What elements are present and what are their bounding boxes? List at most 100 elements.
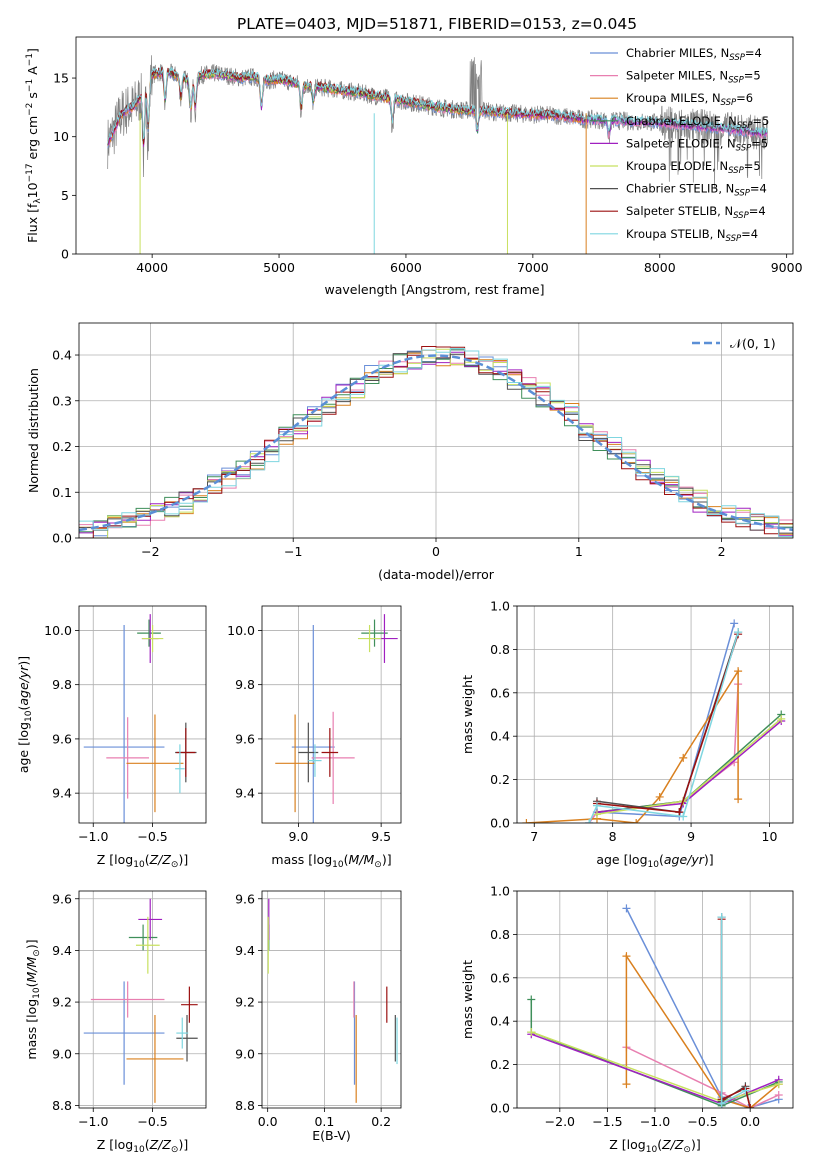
legend-label: Kroupa STELIB, NSSP=4 (626, 227, 758, 244)
errorbar-point (181, 986, 198, 1023)
x-tick-label: −2 (141, 544, 159, 559)
errorbar-point (361, 619, 388, 647)
model-spectrum-salpeter-stelib (107, 66, 587, 145)
y-tick-label: 0.0 (490, 1101, 510, 1116)
axes-frame (516, 605, 794, 824)
errorbar-point (106, 717, 150, 799)
y-axis-label: mass weight (460, 675, 475, 754)
axes-frame (78, 322, 794, 539)
x-axis-label: Z [log10(Z/Z⊙)] (97, 852, 188, 870)
y-axis-label: mass [log10(M/M⊙)] (24, 939, 42, 1059)
legend-subscript: SSP (737, 121, 753, 131)
label-part: 10 (133, 1145, 145, 1155)
x-axis-label: Z [log10(Z/Z⊙)] (609, 1137, 700, 1155)
weight-marker (730, 619, 739, 628)
y-axis-label: age [log10(age/yr)] (16, 656, 34, 773)
axes-frame (516, 890, 794, 1109)
weight-marker (622, 904, 631, 913)
legend-subscript: SSP (721, 98, 737, 108)
label-part: ( (24, 982, 39, 987)
errorbar-point (135, 916, 160, 974)
label-part: )] (382, 852, 392, 867)
weight-marker (744, 1104, 753, 1108)
weight-line-kroupa-stelib (720, 917, 746, 1105)
legend-entry: Salpeter STELIB, NSSP=4 (590, 204, 766, 221)
legend-nssp: =4 (749, 204, 766, 218)
plot-content (79, 346, 793, 538)
legend-label: Kroupa MILES, NSSP=6 (626, 91, 753, 108)
label-part: ( (344, 852, 349, 867)
y-tick-label: 10.0 (44, 623, 72, 638)
y-tick-label: 9.2 (52, 995, 72, 1010)
y-tick-label: 8.8 (235, 1098, 255, 1113)
label-part: s (25, 92, 40, 103)
plot-content (522, 619, 786, 823)
axes-frame (75, 36, 794, 255)
label-part: M/M (349, 852, 375, 867)
plot-content (107, 55, 768, 254)
y-tick-label: 0.4 (490, 729, 510, 744)
x-tick-label: 0.2 (371, 1114, 391, 1129)
x-axis-label: (data-model)/error (378, 567, 495, 582)
y-tick-label: 9.6 (52, 891, 72, 906)
legend-label: Chabrier MILES, NSSP=4 (626, 46, 762, 63)
weight-line-salpeter-stelib (720, 919, 751, 1108)
y-tick-label: 0.3 (52, 393, 72, 408)
label-part: mass [log (24, 999, 39, 1060)
y-tick-label: 1.0 (490, 884, 510, 899)
legend-nssp: =5 (744, 69, 761, 83)
label-part: 10 (133, 860, 145, 870)
x-axis-label: mass [log10(M/M⊙)] (271, 852, 391, 870)
x-tick-label: 7000 (517, 260, 549, 275)
y-tick-label: 0.0 (490, 816, 510, 831)
x-tick-label: 0.0 (740, 1114, 760, 1129)
label-part: erg cm (25, 116, 40, 164)
x-tick-label: −1.0 (78, 829, 108, 844)
y-tick-label: 9.4 (235, 786, 255, 801)
x-tick-label: 9.0 (288, 829, 308, 844)
label-part: 10 (24, 710, 34, 722)
model-spectrum-kroupa-stelib (107, 66, 768, 144)
y-axis-label: mass weight (460, 960, 475, 1039)
label-part: )] (178, 1137, 188, 1152)
legend-entry: Kroupa STELIB, NSSP=4 (590, 227, 758, 244)
legend-model-name: Kroupa MILES, N (626, 91, 721, 105)
errorbar-point (321, 728, 339, 777)
legend-model-name: Salpeter STELIB, N (626, 204, 733, 218)
label-part: age/yr (664, 852, 705, 867)
panel-mass-weight-vs-Z: −2.0 −1.5 −1.0 −0.5 0.0 0.0 0.2 0.4 0.6 0.8 1.0 Z [… (460, 884, 794, 1155)
legend-model-name: Salpeter ELODIE, N (626, 136, 736, 150)
axes-frame (78, 605, 207, 824)
legend-nssp: =5 (751, 136, 768, 150)
x-axis-label: E(B-V) (312, 1128, 351, 1143)
y-tick-label: 8.8 (52, 1098, 72, 1113)
legend-entry: Chabrier MILES, NSSP=4 (590, 46, 762, 63)
weight-marker (734, 795, 743, 804)
legend-label: Salpeter MILES, NSSP=5 (626, 69, 761, 86)
weight-marker (679, 812, 688, 821)
weight-marker (585, 819, 594, 823)
label-part: 10 (25, 182, 40, 198)
plot-content (275, 614, 398, 823)
observed-spectrum-line (107, 55, 768, 189)
plot-content (267, 898, 398, 1103)
label-part: −1 (25, 79, 35, 92)
label-part: )] (24, 939, 39, 949)
errorbar-point (83, 624, 165, 823)
legend-subscript: SSP (734, 189, 750, 199)
x-tick-label: −1.5 (592, 1114, 622, 1129)
weight-line-kroupa-elodie (596, 718, 782, 816)
x-tick-label: 0 (432, 544, 440, 559)
weight-marker (717, 1099, 726, 1108)
x-tick-label: 7 (530, 829, 538, 844)
label-part: ⊙ (683, 1145, 691, 1155)
label-part: Z [log (609, 1137, 645, 1152)
y-tick-label: 9.0 (52, 1046, 72, 1061)
legend-model-name: Kroupa ELODIE, N (626, 159, 728, 173)
errorbar-point (275, 714, 315, 813)
y-tick-label: 5 (61, 188, 69, 203)
label-part: 10 (646, 1145, 658, 1155)
errorbar-point (141, 624, 164, 653)
legend-entry: Kroupa MILES, NSSP=6 (590, 91, 753, 108)
legend-subscript: SSP (729, 53, 745, 63)
